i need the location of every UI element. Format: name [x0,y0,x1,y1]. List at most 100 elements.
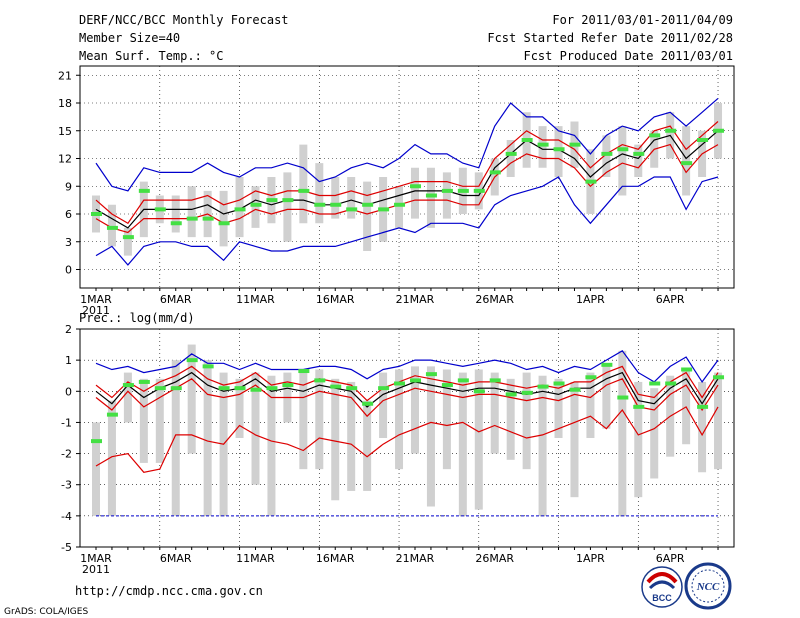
variable-temp-label: Mean Surf. Temp.: °C [79,49,224,63]
marker-point [441,383,453,388]
marker-point [394,381,406,386]
marker-point [346,386,358,391]
variable-prec-label: Prec.: log(mm/d) [79,311,195,325]
x-tick-label: 11MAR [236,293,275,306]
marker-point [346,207,358,212]
x-tick-label: 11MAR [236,552,275,565]
marker-point [234,207,246,212]
x-tick-label: 1MAR [80,552,112,565]
x-tick-label: 21MAR [396,293,435,306]
y-tick-label: -3 [61,479,72,492]
bcc-logo-arc-blue [648,580,676,590]
x-tick-label: 26MAR [475,293,514,306]
marker-point [649,133,661,138]
marker-point [681,367,693,372]
y-tick-label: -2 [61,448,72,461]
member-size: Member Size=40 [79,31,180,45]
marker-point [697,404,709,409]
marker-point [106,412,118,417]
ncc-logo-text: NCC [696,581,720,593]
series-lower-red-2 [95,406,719,473]
y-tick-label: 0 [65,385,72,398]
spread-bar [283,172,292,242]
spread-bar [92,422,100,516]
marker-point [91,212,102,216]
spread-bar [235,378,244,438]
spread-bar [171,195,180,233]
marker-point [122,235,134,240]
marker-point [266,198,278,203]
spread-bar [634,381,643,498]
marker-point [665,381,677,386]
ncc-logo: NCC [684,562,732,610]
marker-point [601,151,613,156]
spread-bar [299,372,308,470]
plot-frame [79,328,735,548]
spread-bar [123,372,132,423]
spread-bar [554,126,563,177]
x-tick-label: 1MAR [80,293,112,306]
source-url[interactable]: http://cmdp.ncc.cma.gov.cn [75,584,263,598]
bcc-logo-arc-red [646,572,678,584]
spread-bar [315,163,324,224]
marker-point [122,383,134,388]
marker-point [665,128,677,133]
marker-point [282,383,294,388]
marker-point [314,202,326,207]
marker-point [569,387,581,392]
spread-bar [347,381,356,491]
marker-point [649,381,661,386]
marker-point [154,207,166,212]
y-tick-label: 3 [65,236,72,249]
marker-point [473,188,485,193]
spread-bar [347,177,356,219]
marker-point [713,375,725,380]
marker-point [681,161,693,166]
spread-bar [650,388,659,479]
spread-bar [363,400,372,491]
marker-point [601,362,613,367]
marker-point [330,384,342,389]
marker-point [154,386,166,391]
series-upper-red [95,365,719,402]
y-tick-label: 0 [65,264,72,277]
marker-point [489,378,501,383]
marker-point [441,188,453,193]
spread-bar [107,400,116,516]
marker-point [489,170,501,175]
spread-bar [410,167,419,219]
spread-bar [634,144,643,177]
spread-bar [331,378,340,501]
bcc-logo: BCC [641,566,683,608]
x-tick-label: 16MAR [316,293,355,306]
marker-point [457,378,469,383]
series-lower-red [95,143,719,234]
marker-point [218,386,230,391]
spread-bar [299,144,308,224]
marker-point [170,221,182,226]
marker-point [585,179,597,184]
bcc-logo-text: BCC [652,593,672,603]
spread-bar [554,378,563,438]
marker-point [330,202,342,207]
spread-bar [442,369,451,470]
spread-bar [506,140,515,177]
spread-bar [522,372,531,470]
marker-point [91,439,102,444]
marker-point [521,390,533,395]
marker-point [537,384,549,389]
x-tick-label: 6MAR [160,293,192,306]
x-year-label: 2011 [82,563,110,576]
y-tick-label: 9 [65,180,72,193]
y-tick-label: 18 [58,97,72,110]
spread-bar [315,369,324,470]
marker-point [106,225,118,230]
x-tick-label: 26MAR [475,552,514,565]
x-tick-label: 16MAR [316,552,355,565]
marker-point [266,386,278,391]
spread-bar [139,378,148,463]
marker-point [473,389,485,394]
spread-bar [490,372,499,454]
spread-bar [171,360,180,516]
